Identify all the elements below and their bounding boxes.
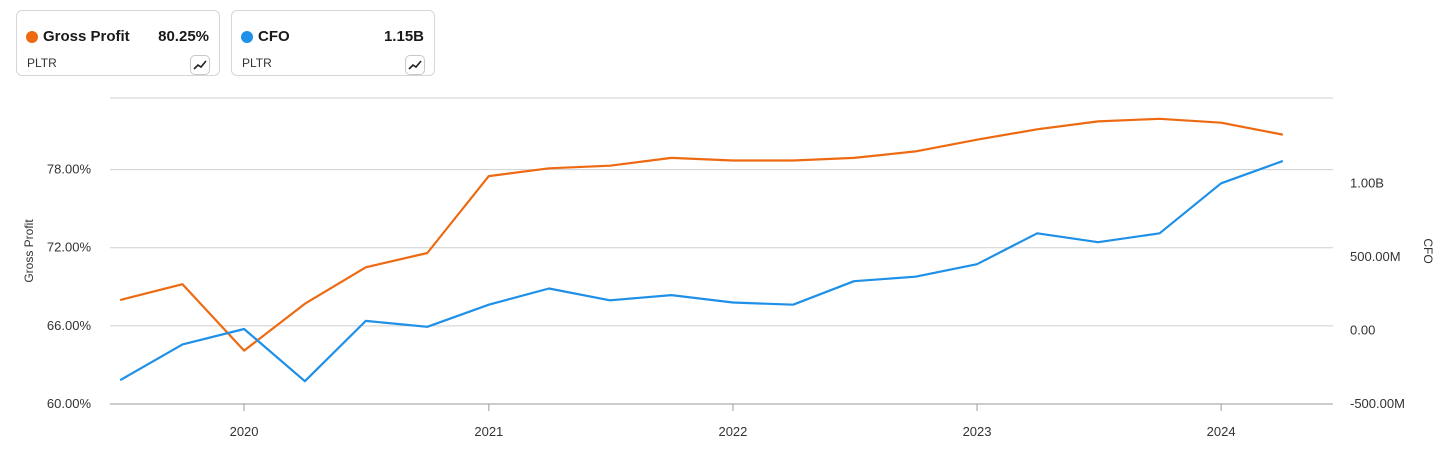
metric-name: Gross Profit: [43, 28, 130, 45]
series-line-cfo: [119, 160, 1284, 383]
x-tick-label: 2024: [1207, 424, 1236, 439]
metric-card-gross-profit[interactable]: Gross Profit 80.25% PLTR: [16, 10, 220, 76]
metric-value: 80.25%: [158, 28, 209, 45]
y-left-axis-title: Gross Profit: [22, 219, 36, 283]
metric-ticker: PLTR: [27, 56, 57, 70]
grid-lines: [110, 97, 1333, 411]
x-tick-label: 2021: [474, 424, 503, 439]
metric-ticker: PLTR: [242, 56, 272, 70]
sparkline-icon[interactable]: [405, 55, 425, 75]
y-right-tick-label: 500.00M: [1350, 249, 1401, 264]
metric-card-cfo[interactable]: CFO 1.15B PLTR: [231, 10, 435, 76]
y-right-tick-label: 0.00: [1350, 322, 1375, 337]
x-tick-label: 2023: [963, 424, 992, 439]
y-left-tick-label: 72.00%: [47, 240, 92, 255]
y-right-tick-label: -500.00M: [1350, 396, 1405, 411]
y-left-tick-label: 78.00%: [47, 162, 92, 177]
x-tick-label: 2020: [230, 424, 259, 439]
sparkline-icon[interactable]: [190, 55, 210, 75]
axis-labels: 60.00% 66.00% 72.00% 78.00% -500.00M 0.00 500.…: [22, 162, 1435, 439]
y-right-tick-label: 1.00B: [1350, 175, 1384, 190]
series-line-gross-profit: [119, 117, 1284, 352]
series-color-dot: [241, 31, 253, 43]
x-tick-label: 2022: [718, 424, 747, 439]
y-left-tick-label: 60.00%: [47, 396, 92, 411]
metric-name: CFO: [258, 28, 290, 45]
y-left-tick-label: 66.00%: [47, 318, 92, 333]
series-color-dot: [26, 31, 38, 43]
series-lines: [119, 117, 1284, 383]
y-right-axis-title: CFO: [1421, 238, 1435, 263]
metric-value: 1.15B: [383, 28, 424, 45]
